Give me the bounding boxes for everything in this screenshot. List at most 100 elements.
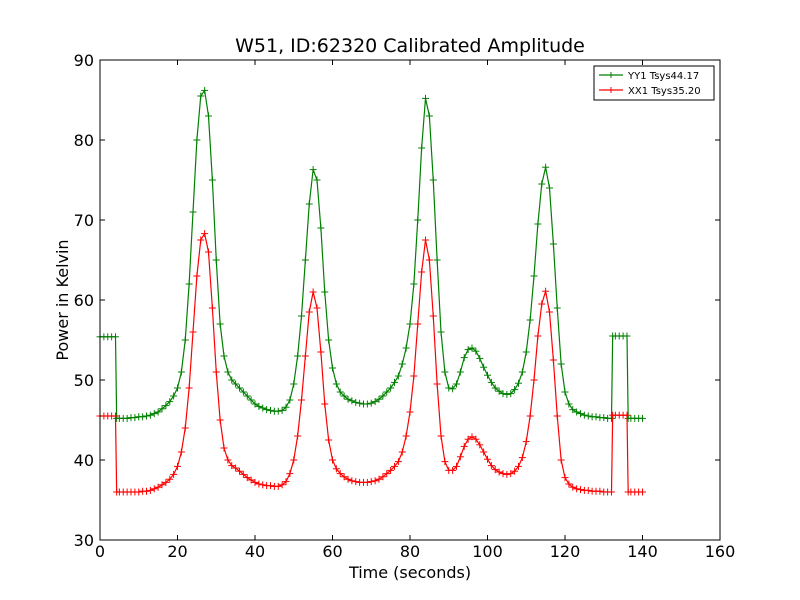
data-point (177, 448, 185, 456)
data-point (185, 384, 193, 392)
x-tick-label: 20 (167, 542, 187, 561)
data-point (507, 470, 515, 478)
data-point (348, 477, 356, 485)
y-tick-label: 30 (74, 531, 94, 550)
data-point (549, 240, 557, 248)
data-point (158, 481, 166, 489)
data-point (542, 163, 550, 171)
data-point (263, 406, 271, 414)
data-point (600, 414, 608, 422)
data-point (212, 256, 220, 264)
data-point (522, 438, 530, 446)
data-point (166, 398, 174, 406)
data-point (344, 475, 352, 483)
data-point (379, 473, 387, 481)
data-point (220, 444, 228, 452)
data-point (441, 458, 449, 466)
data-point (255, 402, 263, 410)
data-point (224, 368, 232, 376)
data-point (379, 392, 387, 400)
data-point (239, 470, 247, 478)
data-point (236, 384, 243, 392)
data-point (309, 288, 317, 296)
data-point (573, 408, 581, 416)
data-point (460, 354, 468, 362)
data-point (453, 380, 460, 388)
data-point (247, 476, 255, 484)
data-point (294, 432, 302, 440)
data-point (387, 384, 395, 392)
x-tick-label: 80 (400, 542, 420, 561)
data-point (321, 288, 329, 296)
x-tick-label: 100 (472, 542, 503, 561)
data-point (336, 470, 344, 478)
data-point (526, 316, 534, 324)
data-point (538, 300, 546, 308)
data-point (375, 475, 383, 483)
data-point (495, 468, 503, 476)
data-point (487, 462, 495, 470)
data-point (584, 486, 592, 494)
data-point (185, 280, 193, 288)
data-point (150, 410, 158, 418)
data-point (546, 184, 553, 192)
data-point (162, 478, 170, 486)
data-point (429, 312, 437, 320)
data-point (154, 483, 162, 491)
data-point (135, 488, 143, 496)
data-point (503, 390, 511, 398)
data-point (561, 474, 569, 482)
data-point (394, 458, 402, 466)
data-point (232, 380, 240, 388)
data-point (348, 397, 356, 405)
data-point (495, 387, 503, 395)
data-point (553, 304, 561, 312)
data-point (298, 396, 305, 404)
data-point (154, 408, 162, 416)
x-tick-label: 120 (550, 542, 581, 561)
data-point (274, 482, 282, 490)
data-point (429, 176, 437, 184)
data-point (639, 414, 646, 422)
plot-frame (99, 59, 721, 541)
data-point (166, 475, 174, 483)
y-tick-label: 90 (74, 51, 94, 70)
data-point (394, 372, 402, 380)
data-point (336, 388, 344, 396)
data-point (290, 456, 298, 464)
data-point (282, 478, 290, 486)
data-point (402, 344, 410, 352)
data-point (305, 200, 313, 208)
data-point (549, 356, 557, 364)
data-point (515, 379, 522, 387)
data-point (278, 481, 286, 489)
data-point (146, 411, 154, 419)
data-point (499, 470, 507, 478)
legend-label: YY1 Tsys44.17 (627, 71, 699, 82)
y-axis-title: Power in Kelvin (53, 239, 72, 360)
data-point (573, 485, 581, 493)
data-point (216, 320, 224, 328)
data-point (441, 368, 449, 376)
data-point (197, 236, 205, 244)
data-point (282, 403, 290, 411)
y-tick-label: 60 (74, 291, 94, 310)
data-point (608, 488, 615, 496)
data-point (344, 395, 352, 403)
data-point (518, 454, 526, 462)
data-point (484, 455, 491, 463)
data-point (325, 336, 333, 344)
data-point (301, 352, 309, 360)
legend-box (593, 65, 715, 101)
data-point (251, 478, 259, 486)
data-point (515, 462, 522, 470)
series-1 (96, 230, 646, 496)
data-point (445, 384, 453, 392)
data-point (352, 398, 360, 406)
data-point (557, 456, 565, 464)
data-point (181, 424, 189, 432)
data-point (425, 112, 433, 120)
data-point (530, 272, 538, 280)
data-point (577, 486, 584, 494)
data-point (340, 473, 348, 481)
